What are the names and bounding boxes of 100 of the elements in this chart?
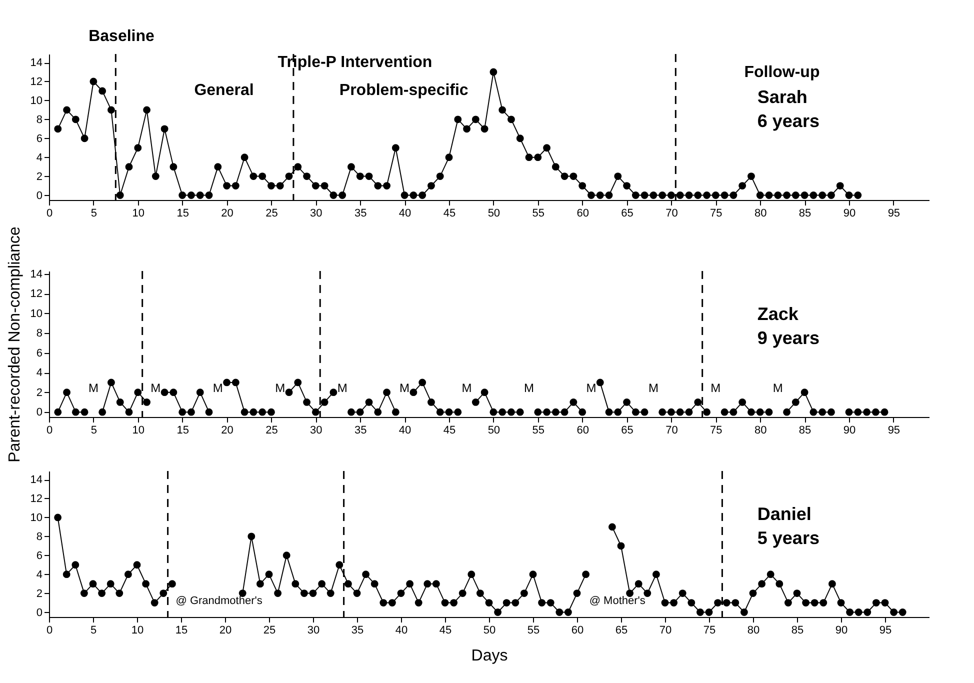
annotation: M <box>88 380 98 395</box>
x-tick-label: 95 <box>888 424 900 436</box>
annotation: M <box>648 380 658 395</box>
x-tick-label: 5 <box>90 208 98 220</box>
y-tick-label: 14 <box>30 474 42 486</box>
x-tick-label: 40 <box>398 424 412 436</box>
x-tick-label: 0 <box>46 624 53 636</box>
y-tick-label: 2 <box>36 386 42 399</box>
x-tick-label: 75 <box>710 424 722 436</box>
annotation: M <box>462 380 472 395</box>
x-tick-label: 50 <box>483 624 496 636</box>
annotation: @ Mother's <box>589 595 646 607</box>
x-tick-label: 10 <box>132 424 145 436</box>
x-tick-label: 55 <box>527 624 540 636</box>
x-tick-label: 85 <box>798 424 812 436</box>
x-tick-label: 15 <box>175 624 188 636</box>
text: Sarah <box>757 86 808 107</box>
x-tick-label: 95 <box>879 624 892 636</box>
x-tick-label: 45 <box>439 624 452 636</box>
annotation: M <box>337 380 348 395</box>
x-tick-label: 75 <box>703 624 716 636</box>
text: 5 years <box>757 528 820 548</box>
annotation: M <box>212 380 223 395</box>
x-tick-label: 40 <box>398 208 412 220</box>
x-tick-label: 30 <box>310 424 322 436</box>
annotation: M <box>710 380 721 395</box>
x-tick-label: 65 <box>615 624 628 636</box>
text: Baseline <box>88 28 155 45</box>
x-tick-label: 95 <box>888 208 900 220</box>
annotation: Problem-specific <box>339 82 468 99</box>
x-tick-label: 25 <box>266 208 278 220</box>
annotation: @ Grandmother's <box>176 595 263 607</box>
annotation: M <box>150 380 161 395</box>
y-tick-label: 0 <box>36 606 42 619</box>
annotation: Follow-up <box>744 64 820 81</box>
annotation: M <box>524 380 534 395</box>
y-tick-label: 14 <box>30 268 42 280</box>
x-tick-label: 70 <box>659 624 672 636</box>
x-tick-label: 25 <box>263 624 276 636</box>
x-tick-label: 20 <box>221 208 234 220</box>
x-tick-label: 5 <box>90 424 98 436</box>
text: 6 years <box>757 110 820 131</box>
x-tick-label: 80 <box>747 624 760 636</box>
y-tick-label: 8 <box>36 114 42 126</box>
x-tick-label: 90 <box>835 624 848 636</box>
x-tick-label: 15 <box>176 424 189 436</box>
x-tick-label: 70 <box>666 208 678 220</box>
x-tick-label: 75 <box>710 208 722 220</box>
x-tick-label: 35 <box>354 424 367 436</box>
annotation: M <box>772 380 783 395</box>
x-tick-label: 85 <box>798 208 812 220</box>
x-tick-label: 10 <box>131 624 144 636</box>
x-tick-label: 60 <box>571 624 584 636</box>
y-tick-label: 6 <box>36 550 42 562</box>
x-tick-label: 30 <box>307 624 320 636</box>
annotation: General <box>194 82 254 99</box>
y-tick-label: 4 <box>36 568 42 581</box>
x-tick-label: 30 <box>310 208 322 220</box>
y-tick-label: 12 <box>30 492 42 505</box>
x-tick-label: 45 <box>443 208 456 220</box>
y-tick-label: 2 <box>36 588 42 600</box>
y-tick-label: 10 <box>30 308 42 320</box>
x-tick-label: 40 <box>395 624 408 636</box>
x-tick-label: 45 <box>443 424 456 436</box>
y-tick-label: 4 <box>36 367 42 380</box>
y-tick-label: 2 <box>36 170 42 183</box>
x-tick-label: 85 <box>791 624 804 636</box>
annotation: M <box>400 380 410 395</box>
annotation: M <box>586 380 596 395</box>
x-tick-label: 10 <box>132 208 145 220</box>
text: Zack <box>757 304 800 324</box>
x-tick-label: 25 <box>266 424 278 436</box>
y-tick-label: 12 <box>30 76 42 88</box>
y-tick-label: 12 <box>30 288 42 300</box>
x-tick-label: 60 <box>576 424 589 436</box>
text: Daniel <box>757 504 812 524</box>
x-tick-label: 55 <box>532 208 545 220</box>
x-tick-label: 0 <box>46 208 53 220</box>
x-tick-label: 0 <box>46 424 53 436</box>
x-tick-label: 5 <box>90 624 97 636</box>
x-tick-label: 80 <box>754 424 767 436</box>
text: 9 years <box>757 328 820 348</box>
y-tick-label: 0 <box>36 406 42 419</box>
y-tick-label: 10 <box>30 512 42 524</box>
y-tick-label: 8 <box>36 328 42 340</box>
x-tick-label: 35 <box>354 208 367 220</box>
x-tick-label: 80 <box>754 208 767 220</box>
y-tick-label: 0 <box>36 190 42 202</box>
x-tick-label: 55 <box>532 424 545 436</box>
x-tick-label: 35 <box>351 624 364 636</box>
x-tick-label: 90 <box>843 424 856 436</box>
annotation: Triple-P Intervention <box>278 54 432 71</box>
x-tick-label: 60 <box>576 208 589 220</box>
x-tick-label: 70 <box>666 424 678 436</box>
y-tick-label: 6 <box>36 347 42 360</box>
y-tick-label: 6 <box>36 132 42 145</box>
x-tick-label: 90 <box>843 208 856 220</box>
x-tick-label: 65 <box>621 208 634 220</box>
x-tick-label: 20 <box>221 424 234 436</box>
y-axis-title: Parent-recorded Non-compliance <box>6 226 24 462</box>
